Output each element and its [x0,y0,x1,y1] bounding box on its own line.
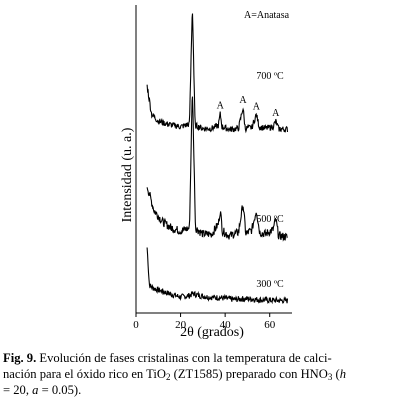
peak-label: A [272,108,280,119]
series-label-700: 700 ºC [256,71,284,82]
peak-label: A [253,101,261,112]
series-label-500: 500 ºC [256,214,284,225]
peak-label: A [189,0,197,2]
series-line-300 [146,247,289,305]
x-tick-label: 0 [133,319,139,331]
x-tick-label: 20 [175,319,187,331]
x-axis-title: 2θ (grados) [180,325,244,340]
caption-sub-3: 3 [327,372,333,382]
caption-a: a [32,383,39,397]
series-line-500 [146,96,288,242]
legend-text: A=Anatasa [244,10,290,21]
caption-h: h [339,367,347,381]
x-tick-label: 40 [220,319,232,331]
caption-text-4: ( [332,367,340,381]
peak-label: A [239,95,247,106]
series-layer [146,13,289,305]
peak-label: A [217,101,225,112]
series-line-700 [146,13,289,134]
caption-text-1: Evolución de fases cristalinas con la te… [36,351,332,365]
caption-sub-2: 2 [166,372,171,382]
y-axis-title: Intensidad (u. a.) [120,127,135,222]
caption-text-2: nación para el óxido rico en TiO [3,367,166,381]
caption-text-6: = 0.05). [38,383,82,397]
caption-text-5: = 20, [3,383,33,397]
caption-fig-label: Fig. 9. [3,351,37,365]
chart-axes: 0 20 40 60 [133,5,292,331]
caption-text-3: (ZT1585) preparado con HNO [170,367,328,381]
series-label-300: 300 ºC [256,279,284,290]
x-tick-label: 60 [264,319,276,331]
figure-caption: Fig. 9. Evolución de fases cristalinas c… [3,350,417,398]
